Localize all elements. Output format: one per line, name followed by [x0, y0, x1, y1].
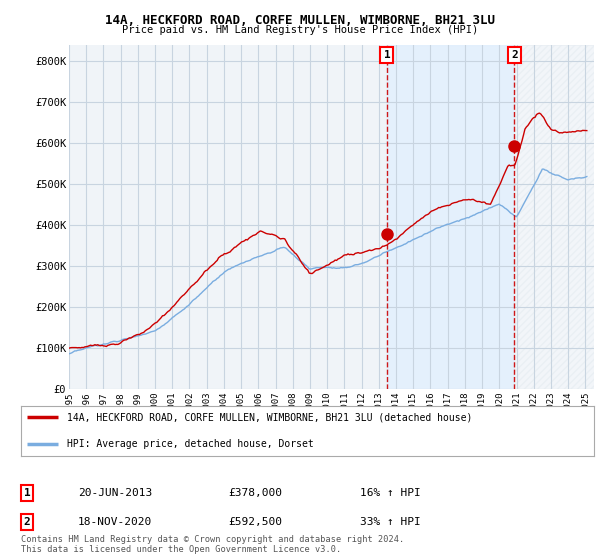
Text: 18-NOV-2020: 18-NOV-2020	[78, 517, 152, 527]
Text: 2: 2	[23, 517, 31, 527]
Text: £378,000: £378,000	[228, 488, 282, 498]
Text: 16% ↑ HPI: 16% ↑ HPI	[360, 488, 421, 498]
Text: 2: 2	[511, 50, 518, 60]
Text: Contains HM Land Registry data © Crown copyright and database right 2024.
This d: Contains HM Land Registry data © Crown c…	[21, 535, 404, 554]
Text: 1: 1	[383, 50, 391, 60]
Bar	[387, 45, 514, 389]
Text: £592,500: £592,500	[228, 517, 282, 527]
Text: 14A, HECKFORD ROAD, CORFE MULLEN, WIMBORNE, BH21 3LU: 14A, HECKFORD ROAD, CORFE MULLEN, WIMBOR…	[105, 14, 495, 27]
Bar	[514, 45, 594, 389]
Text: 33% ↑ HPI: 33% ↑ HPI	[360, 517, 421, 527]
Text: Price paid vs. HM Land Registry's House Price Index (HPI): Price paid vs. HM Land Registry's House …	[122, 25, 478, 35]
Text: HPI: Average price, detached house, Dorset: HPI: Average price, detached house, Dors…	[67, 439, 314, 449]
Text: 20-JUN-2013: 20-JUN-2013	[78, 488, 152, 498]
Bar	[514, 45, 594, 389]
Text: 1: 1	[23, 488, 31, 498]
Text: 14A, HECKFORD ROAD, CORFE MULLEN, WIMBORNE, BH21 3LU (detached house): 14A, HECKFORD ROAD, CORFE MULLEN, WIMBOR…	[67, 412, 472, 422]
